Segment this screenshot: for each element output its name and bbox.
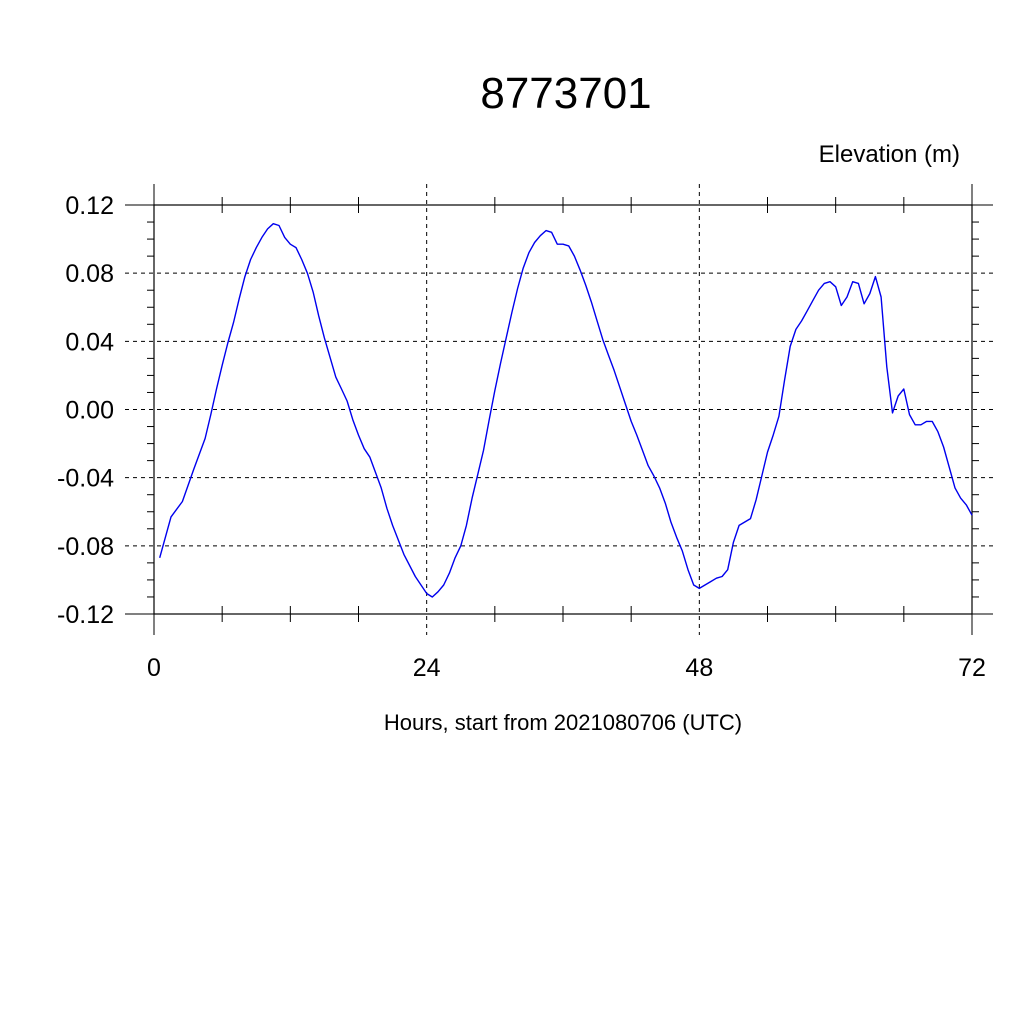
x-tick-label: 48 (685, 654, 713, 682)
minor-ticks (147, 197, 979, 622)
series-layer (159, 222, 973, 598)
grid-lines (125, 184, 993, 635)
x-axis-title: Hours, start from 2021080706 (UTC) (384, 710, 742, 735)
y-tick-label: -0.08 (57, 533, 114, 561)
plot-frame (153, 204, 973, 615)
y-tick-label: 0.04 (65, 328, 114, 356)
elevation-series-line (159, 222, 973, 598)
y-tick-label: 0.08 (65, 260, 114, 288)
y-tick-label: -0.12 (57, 601, 114, 629)
x-tick-label: 0 (147, 654, 161, 682)
x-tick-labels: 0 24 48 72 (147, 654, 986, 682)
y-axis-label: Elevation (m) (819, 141, 960, 168)
y-tick-label: -0.04 (57, 465, 114, 493)
y-tick-label: 0.00 (65, 397, 114, 425)
y-tick-labels: 0.12 0.08 0.04 0.00 -0.04 -0.08 -0.12 (57, 192, 114, 629)
x-tick-label: 24 (413, 654, 441, 682)
x-tick-label: 72 (958, 654, 986, 682)
chart-title: 8773701 (480, 69, 651, 118)
y-tick-label: 0.12 (65, 192, 114, 220)
